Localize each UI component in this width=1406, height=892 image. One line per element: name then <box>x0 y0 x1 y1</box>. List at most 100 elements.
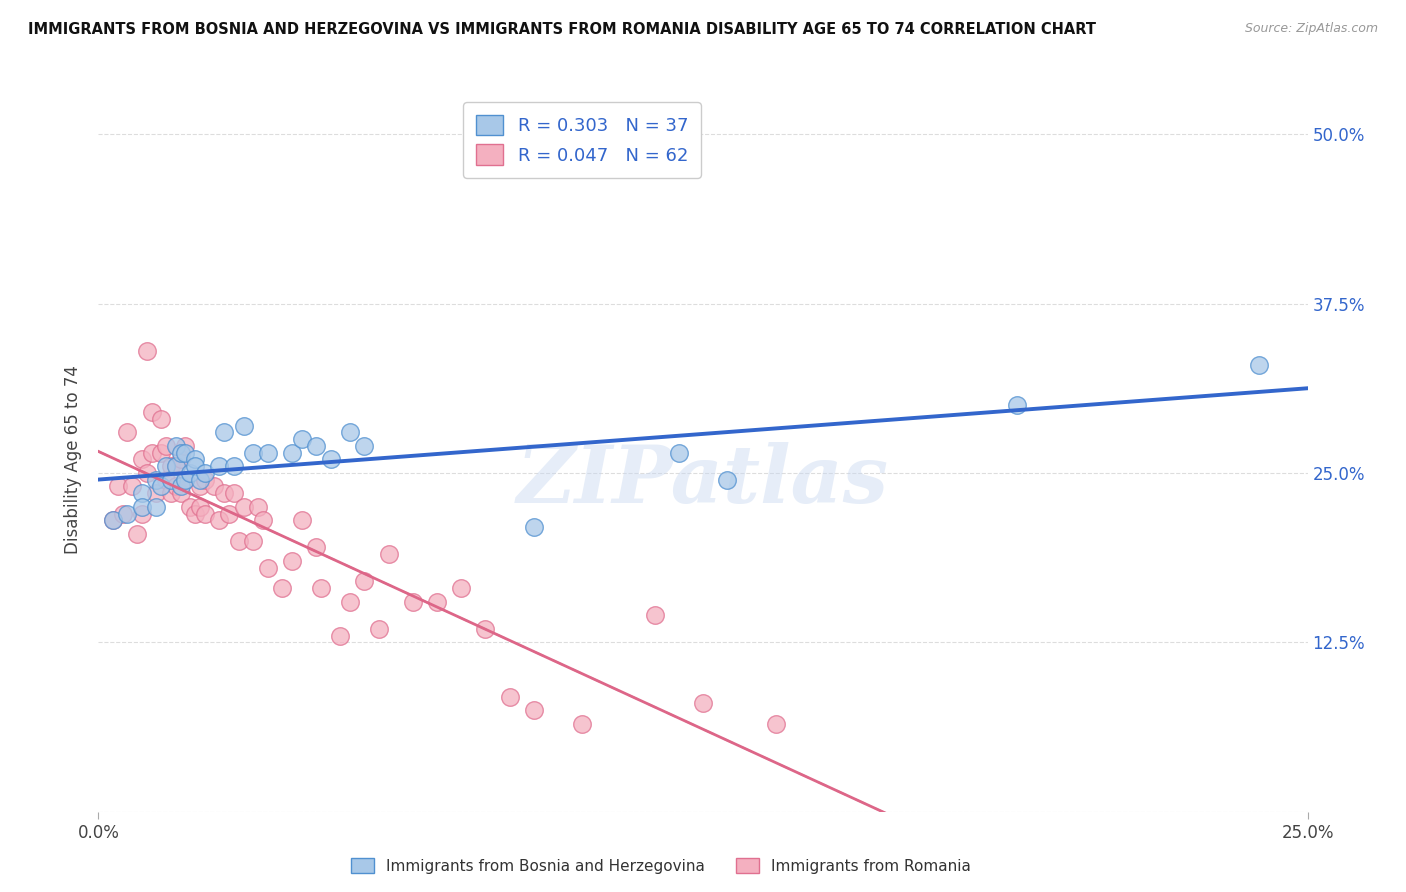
Point <box>194 466 217 480</box>
Point <box>571 716 593 731</box>
Point <box>131 452 153 467</box>
Point <box>135 466 157 480</box>
Point <box>165 479 187 493</box>
Point <box>101 513 124 527</box>
Legend: R = 0.303   N = 37, R = 0.047   N = 62: R = 0.303 N = 37, R = 0.047 N = 62 <box>464 102 700 178</box>
Point <box>188 500 211 514</box>
Point <box>426 595 449 609</box>
Point <box>131 500 153 514</box>
Point <box>290 513 312 527</box>
Point <box>309 581 332 595</box>
Text: Source: ZipAtlas.com: Source: ZipAtlas.com <box>1244 22 1378 36</box>
Point <box>523 703 546 717</box>
Point <box>339 425 361 440</box>
Point <box>127 527 149 541</box>
Point <box>290 432 312 446</box>
Point <box>222 459 245 474</box>
Point <box>184 452 207 467</box>
Point <box>402 595 425 609</box>
Point <box>174 473 197 487</box>
Point <box>174 439 197 453</box>
Point <box>101 513 124 527</box>
Point <box>150 411 173 425</box>
Point <box>668 445 690 459</box>
Text: ZIPatlas: ZIPatlas <box>517 442 889 519</box>
Point <box>450 581 472 595</box>
Point <box>212 486 235 500</box>
Point <box>155 473 177 487</box>
Point <box>281 554 304 568</box>
Point <box>319 452 342 467</box>
Point <box>256 561 278 575</box>
Point <box>281 445 304 459</box>
Point <box>305 439 328 453</box>
Point <box>692 696 714 710</box>
Point <box>212 425 235 440</box>
Point <box>256 445 278 459</box>
Point <box>339 595 361 609</box>
Point <box>242 445 264 459</box>
Point <box>232 418 254 433</box>
Point <box>523 520 546 534</box>
Point <box>353 439 375 453</box>
Point <box>150 479 173 493</box>
Point <box>271 581 294 595</box>
Point <box>145 500 167 514</box>
Point <box>218 507 240 521</box>
Point <box>1249 358 1271 372</box>
Point <box>117 507 139 521</box>
Point <box>174 473 197 487</box>
Point <box>252 513 274 527</box>
Point <box>111 507 134 521</box>
Point <box>169 486 191 500</box>
Point <box>165 439 187 453</box>
Point <box>179 500 201 514</box>
Point <box>228 533 250 548</box>
Point <box>117 425 139 440</box>
Point <box>131 507 153 521</box>
Point <box>131 486 153 500</box>
Point <box>179 466 201 480</box>
Point <box>368 622 391 636</box>
Point <box>716 473 738 487</box>
Point <box>188 473 211 487</box>
Point <box>242 533 264 548</box>
Point <box>145 486 167 500</box>
Text: IMMIGRANTS FROM BOSNIA AND HERZEGOVINA VS IMMIGRANTS FROM ROMANIA DISABILITY AGE: IMMIGRANTS FROM BOSNIA AND HERZEGOVINA V… <box>28 22 1097 37</box>
Point <box>150 445 173 459</box>
Point <box>160 486 183 500</box>
Point <box>208 459 231 474</box>
Point <box>188 479 211 493</box>
Point <box>169 445 191 459</box>
Point <box>121 479 143 493</box>
Point <box>305 541 328 555</box>
Point <box>184 507 207 521</box>
Point <box>169 452 191 467</box>
Point <box>141 445 163 459</box>
Point <box>1007 398 1029 412</box>
Point <box>174 445 197 459</box>
Point <box>160 459 183 474</box>
Point <box>165 459 187 474</box>
Point <box>377 547 399 561</box>
Point <box>160 473 183 487</box>
Legend: Immigrants from Bosnia and Herzegovina, Immigrants from Romania: Immigrants from Bosnia and Herzegovina, … <box>344 852 977 880</box>
Point <box>107 479 129 493</box>
Point <box>184 459 207 474</box>
Point <box>208 513 231 527</box>
Y-axis label: Disability Age 65 to 74: Disability Age 65 to 74 <box>65 365 83 554</box>
Point <box>222 486 245 500</box>
Point <box>644 608 666 623</box>
Point <box>165 459 187 474</box>
Point <box>474 622 496 636</box>
Point <box>169 479 191 493</box>
Point <box>141 405 163 419</box>
Point <box>135 343 157 358</box>
Point <box>194 473 217 487</box>
Point <box>232 500 254 514</box>
Point <box>204 479 226 493</box>
Point <box>353 574 375 589</box>
Point <box>155 459 177 474</box>
Point <box>765 716 787 731</box>
Point <box>247 500 270 514</box>
